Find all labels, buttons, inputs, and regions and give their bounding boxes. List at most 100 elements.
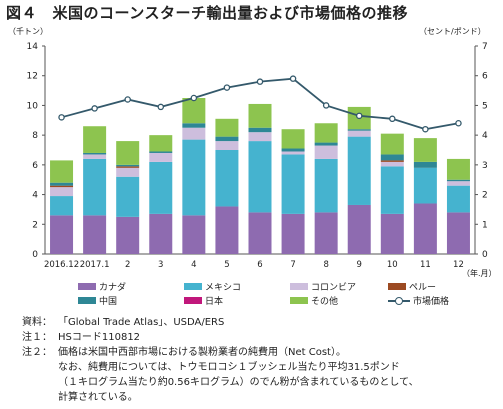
bar-segment: [248, 127, 272, 133]
right-tick-label: 2: [482, 191, 488, 201]
left-tick-label: 10: [27, 101, 39, 111]
left-tick-label: 4: [32, 191, 38, 201]
x-tick-label: 3: [158, 260, 163, 270]
bar-segment: [83, 154, 107, 159]
legend-swatch: [184, 297, 202, 304]
note-label: 注１：: [22, 332, 52, 343]
left-tick-label: 12: [27, 72, 38, 82]
left-tick-label: 14: [27, 42, 39, 52]
legend-swatch: [290, 297, 308, 304]
note-text: 「Global Trade Atlas」、USDA/ERS: [58, 317, 225, 328]
bar-segment: [413, 203, 437, 254]
bar-segment: [116, 216, 140, 254]
bar-segment: [446, 181, 470, 186]
bar-segment: [314, 158, 338, 213]
x-tick-label: 11: [420, 260, 431, 270]
bar-segment: [83, 215, 107, 254]
bar-segment: [149, 161, 173, 214]
x-tick-label: 2016.12: [44, 260, 79, 270]
bar-segment: [380, 133, 404, 155]
x-tick-label: 5: [224, 260, 229, 270]
right-tick-label: 0: [482, 250, 488, 260]
x-tick-label: 4: [191, 260, 196, 270]
bar-segment: [347, 130, 371, 137]
price-point: [223, 84, 231, 91]
left-axis-unit: （千トン）: [8, 27, 48, 36]
bar-segment: [380, 160, 404, 162]
price-point: [455, 120, 462, 127]
bar-segment: [182, 98, 206, 124]
legend-swatch: [184, 283, 202, 290]
legend-swatch: [290, 283, 308, 290]
bar-segment: [215, 136, 239, 142]
legend-item-canada: カナダ: [78, 280, 126, 293]
bar-segment: [248, 141, 272, 213]
bar-segment: [83, 126, 107, 153]
bar-segment: [215, 150, 239, 207]
price-point: [355, 112, 363, 120]
legend-label: コロンビア: [311, 283, 357, 293]
legend-swatch: [78, 283, 96, 290]
legend-line-marker: [388, 296, 410, 305]
legend-label: カナダ: [99, 283, 127, 293]
bar-segment: [380, 161, 404, 167]
price-point: [58, 114, 65, 121]
bar-segment: [182, 127, 206, 140]
bar-segment: [116, 141, 140, 165]
legend-item-china: 中国: [78, 294, 117, 307]
bar-segment: [446, 158, 470, 180]
x-tick-label: 8: [323, 260, 328, 270]
left-tick-label: 0: [32, 250, 38, 260]
x-tick-label: 2: [125, 260, 130, 270]
left-tick-label: 6: [32, 161, 38, 171]
legend-label: 市場価格: [413, 297, 450, 307]
legend-item-other: その他: [290, 294, 338, 307]
bar-segment: [413, 138, 437, 162]
note-1: 注１： HSコード110812: [22, 330, 419, 345]
bar-segment: [215, 118, 239, 137]
bar-segment: [248, 212, 272, 254]
bar-segment: [314, 123, 338, 143]
legend-item-mexico: メキシコ: [184, 280, 241, 293]
x-tick-label: 12: [453, 260, 464, 270]
price-point: [91, 105, 98, 112]
bar-segment: [116, 164, 140, 167]
bar-segment: [380, 166, 404, 214]
left-tick-label: 8: [32, 131, 38, 141]
legend-label: 日本: [205, 297, 224, 307]
bar-segment: [314, 142, 338, 146]
bar-segment: [50, 160, 74, 183]
price-point: [256, 78, 264, 85]
chart-legend: カナダ メキシコ コロンビア ペルー 中国 日本 その他 市場価格: [58, 280, 478, 320]
bar-segment: [116, 176, 140, 217]
note-label: 注２：: [22, 347, 52, 358]
bar-segment: [413, 167, 437, 204]
bar-segment: [83, 158, 107, 216]
bar-segment: [149, 213, 173, 254]
note-2-continuation: （１キログラム当たり約0.56キログラム）のでん粉が含まれているものとして、: [58, 377, 419, 388]
legend-label: ペルー: [409, 283, 437, 293]
bar-segment: [116, 166, 140, 168]
price-point: [422, 125, 429, 133]
right-tick-label: 4: [482, 131, 488, 141]
bar-segment: [347, 136, 371, 205]
bar-segment: [248, 132, 272, 142]
x-tick-label: 10: [387, 260, 398, 270]
bar-segment: [149, 151, 173, 153]
x-tick-label: 7: [290, 260, 295, 270]
price-point: [157, 103, 165, 111]
bar-segment: [182, 215, 206, 254]
bar-segment: [50, 187, 74, 197]
bar-segment: [182, 123, 206, 128]
chart-title: 図４ 米国のコーンスターチ輸出量および市場価格の推移: [6, 4, 408, 22]
note-2: 注２： 価格は米国中西部市場における製粉業者の純費用（Net Cost）。: [22, 345, 419, 360]
price-point: [389, 115, 396, 123]
legend-item-colombia: コロンビア: [290, 280, 356, 293]
right-tick-label: 6: [482, 72, 488, 82]
price-point: [124, 96, 131, 103]
bar-segment: [116, 167, 140, 177]
bar-segment: [281, 129, 305, 149]
note-text: HSコード110812: [58, 332, 141, 343]
bar-segment: [149, 135, 173, 152]
